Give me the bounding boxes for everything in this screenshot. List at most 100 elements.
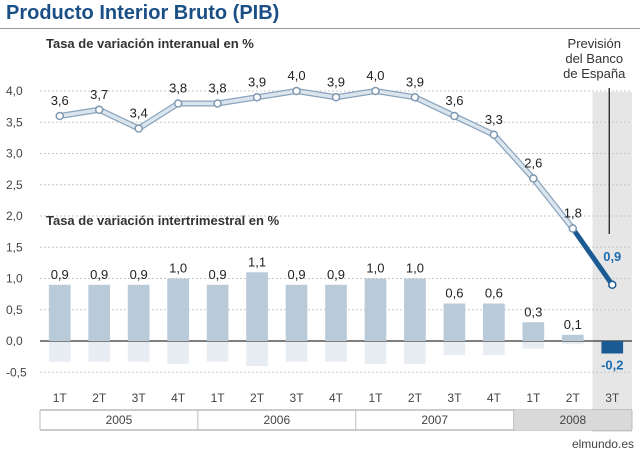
year-highlight — [513, 410, 632, 430]
line-value-label: 2,6 — [524, 156, 542, 171]
y-tick-label: 3,5 — [6, 115, 23, 129]
forecast-note-line: Previsión — [568, 36, 621, 51]
bar-reflection — [561, 342, 584, 345]
quarter-label: 2T — [408, 391, 423, 405]
bar-reflection — [522, 342, 545, 349]
forecast-line-segment — [570, 226, 615, 288]
quarter-label: 2T — [92, 391, 107, 405]
bar-reflection — [127, 342, 150, 362]
bar-value-label: 1,0 — [406, 261, 424, 276]
y-tick-label: 2,5 — [6, 178, 23, 192]
y-tick-label: 0,5 — [6, 303, 23, 317]
bar — [88, 284, 111, 341]
line-point — [292, 86, 301, 96]
forecast-note-line: de España — [563, 66, 626, 81]
line-point — [252, 93, 262, 102]
quarter-label: 1T — [368, 391, 383, 405]
bar-value-label: 0,6 — [485, 286, 503, 301]
bar-reflection — [206, 342, 229, 362]
bar-value-label: 0,9 — [130, 267, 148, 282]
line-value-label: 3,4 — [130, 106, 148, 121]
bar-reflection — [285, 342, 308, 362]
bar-value-label: 0,1 — [564, 317, 582, 332]
bar-value-label: 0,9 — [287, 267, 305, 282]
y-tick-label: 1,0 — [6, 272, 23, 286]
bar-value-label: 0,9 — [209, 267, 227, 282]
quarter-label: 3T — [605, 391, 620, 405]
quarter-label: 3T — [290, 391, 305, 405]
bar-reflection — [404, 342, 426, 364]
quarter-label: 3T — [132, 391, 147, 405]
line-value-label: 3,9 — [327, 74, 345, 89]
line-point — [213, 99, 222, 108]
bar-value-label: 1,0 — [366, 261, 384, 276]
line-value-label: 4,0 — [287, 68, 305, 83]
y-tick-label: -0,5 — [6, 365, 27, 379]
bar-reflection — [88, 342, 111, 362]
year-label: 2008 — [559, 413, 586, 427]
line-series-heading: Tasa de variación interanual en % — [46, 36, 254, 51]
line-point — [529, 174, 538, 183]
forecast-note-line: del Banco — [565, 51, 623, 66]
quarter-label: 1T — [53, 391, 68, 405]
bar-value-label: 0,9 — [90, 267, 108, 282]
bar-reflection — [167, 342, 189, 364]
bar — [325, 284, 347, 341]
line-value-label: 0,9 — [603, 249, 621, 264]
bar — [127, 284, 150, 341]
bar-reflection — [483, 342, 505, 356]
line-point — [410, 93, 420, 102]
line-value-label: 3,7 — [90, 87, 108, 102]
bar-value-label: 0,6 — [445, 286, 463, 301]
line-value-label: 3,8 — [209, 81, 227, 96]
line-point — [371, 86, 380, 96]
line-point — [173, 99, 183, 108]
year-label: 2005 — [106, 413, 133, 427]
bar — [443, 303, 466, 341]
bar — [48, 284, 71, 341]
y-tick-label: 4,0 — [6, 84, 23, 98]
line-value-label: 3,3 — [485, 112, 503, 127]
line-point — [55, 111, 64, 121]
bar — [601, 341, 624, 354]
bar-series-heading: Tasa de variación intertrimestral en % — [46, 213, 280, 228]
quarter-label: 3T — [447, 391, 462, 405]
title-divider — [0, 28, 640, 29]
quarter-label: 4T — [487, 391, 502, 405]
y-tick-label: 0,0 — [6, 334, 23, 348]
y-tick-label: 3,0 — [6, 147, 23, 161]
y-tick-label: 2,0 — [6, 209, 23, 223]
quarter-label: 1T — [211, 391, 226, 405]
line-point — [134, 124, 143, 133]
quarter-label: 1T — [526, 391, 541, 405]
line-value-label: 3,9 — [406, 74, 424, 89]
line-value-label: 4,0 — [366, 68, 384, 83]
bar-value-label: 1,0 — [169, 261, 187, 276]
bar-value-label: -0,2 — [601, 358, 623, 373]
source-credit: elmundo.es — [571, 437, 634, 451]
bar-value-label: 0,9 — [327, 267, 345, 282]
quarter-label: 2T — [250, 391, 265, 405]
bar-reflection — [48, 342, 71, 362]
quarter-label: 4T — [171, 391, 186, 405]
bar — [364, 278, 387, 341]
bar-value-label: 0,9 — [51, 267, 69, 282]
bar — [285, 284, 308, 341]
bar-value-label: 1,1 — [248, 254, 266, 269]
line-point — [94, 105, 104, 114]
quarter-label: 2T — [566, 391, 581, 405]
line-point — [450, 111, 459, 121]
bar — [404, 278, 426, 341]
line-series — [59, 89, 575, 230]
chart-title: Producto Interior Bruto (PIB) — [6, 2, 280, 24]
line-point — [489, 130, 499, 139]
bar — [167, 278, 189, 341]
bar-value-label: 0,3 — [524, 304, 542, 319]
line-value-label: 3,8 — [169, 81, 187, 96]
year-label: 2006 — [263, 413, 290, 427]
bar — [483, 303, 505, 341]
bar — [206, 284, 229, 341]
bar-reflection — [364, 342, 387, 364]
line-point — [568, 224, 578, 233]
